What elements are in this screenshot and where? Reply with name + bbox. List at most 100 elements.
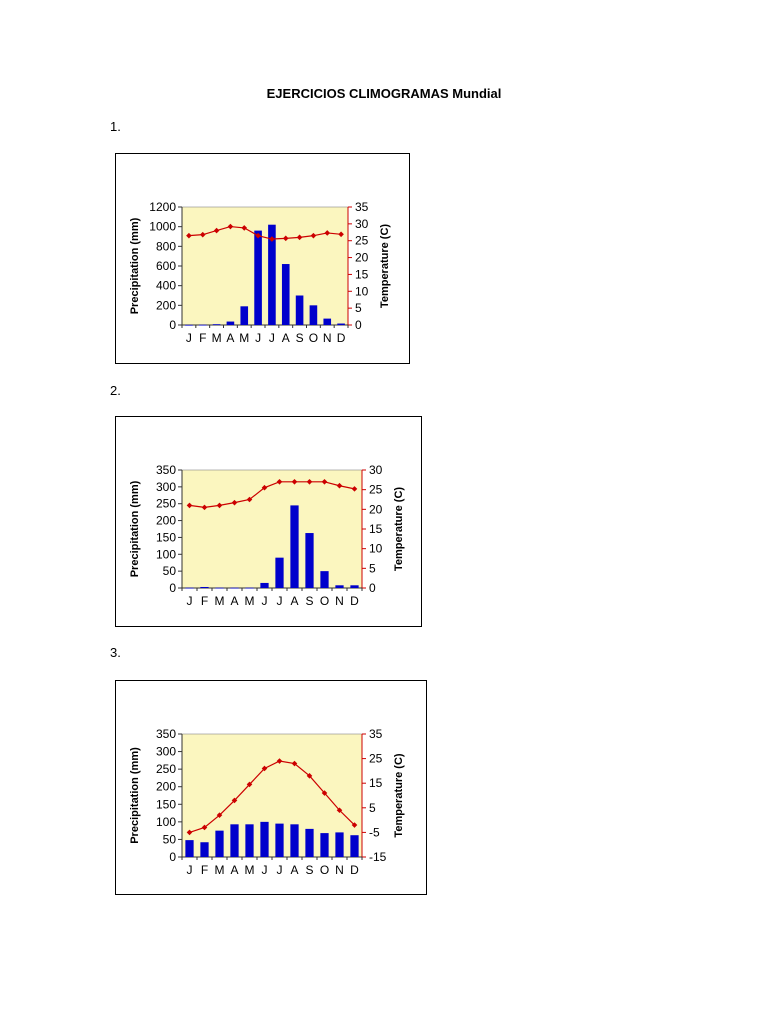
exercise-number-3: 3.: [110, 645, 121, 660]
temperature-line: [189, 481, 355, 508]
climograph-2-frame: 0 50 100 150 200 250 300 350 0 5 10 15 20 25 30 J F M A M J J…: [115, 416, 422, 627]
month-label: J: [255, 331, 261, 345]
precipitation-bar: [337, 323, 345, 325]
precipitation-bar: [320, 571, 329, 588]
right-tick-label: 25: [369, 752, 383, 766]
month-label: N: [335, 863, 344, 877]
precipitation-bar: [305, 533, 314, 588]
temperature-point: [216, 502, 223, 509]
month-label: M: [215, 863, 225, 877]
temperature-point: [351, 822, 358, 828]
right-tick-label: 20: [369, 502, 383, 516]
right-tick-label: 35: [355, 200, 369, 214]
precipitation-bar: [185, 324, 193, 326]
month-label: S: [305, 863, 313, 877]
month-label: A: [230, 594, 238, 608]
month-label: S: [296, 331, 304, 345]
temperature-point: [291, 760, 298, 767]
right-tick-label: 5: [369, 561, 376, 575]
left-tick-label: 150: [156, 797, 176, 811]
plot-area: [181, 733, 363, 858]
precipitation-bar: [245, 824, 254, 857]
right-tick-label: 10: [369, 542, 383, 556]
temperature-point: [216, 812, 223, 818]
climograph-1-frame: 0 200 400 600 800 1000 1200 0 5 10 15 20 25 30 35 J F M A M…: [115, 153, 410, 364]
left-tick-label: 300: [156, 480, 176, 494]
precipitation-bar: [323, 318, 332, 325]
month-label: F: [199, 331, 206, 345]
temperature-point: [186, 829, 193, 836]
month-label: M: [212, 331, 222, 345]
right-tick-label: -15: [369, 850, 387, 864]
left-tick-label: 400: [156, 279, 176, 293]
plot-area: [181, 469, 363, 589]
precipitation-bar: [275, 823, 284, 857]
precipitation-bar: [198, 324, 207, 326]
month-label: S: [305, 594, 313, 608]
month-label: F: [201, 863, 208, 877]
left-tick-label: 250: [156, 497, 176, 511]
temperature-point: [186, 502, 193, 509]
right-tick-label: 15: [369, 522, 383, 536]
right-tick-label: 0: [355, 318, 362, 332]
precipitation-bar: [226, 321, 235, 325]
left-axis-title: Precipitation (mm): [129, 217, 141, 314]
precipitation-bar: [335, 585, 344, 588]
left-tick-label: 350: [156, 463, 176, 477]
left-tick-label: 1000: [149, 220, 176, 234]
temperature-point: [199, 231, 206, 238]
month-label: J: [187, 863, 193, 877]
right-tick-label: -5: [369, 825, 380, 839]
precipitation-bar: [200, 842, 209, 857]
month-label: A: [290, 863, 298, 877]
precipitation-bar: [240, 306, 249, 325]
temperature-point: [306, 773, 313, 779]
left-tick-label: 50: [163, 564, 177, 578]
temperature-point: [241, 225, 248, 231]
precipitation-bar: [305, 828, 314, 857]
exercise-number-2: 2.: [110, 383, 121, 398]
left-tick-label: 0: [169, 318, 176, 332]
month-label: N: [323, 331, 332, 345]
right-tick-label: 35: [369, 727, 383, 741]
temperature-point: [351, 486, 358, 492]
precipitation-bar: [290, 824, 299, 857]
temperature-point: [276, 758, 283, 764]
precipitation-bar: [260, 821, 269, 857]
month-label: J: [277, 594, 283, 608]
month-label: J: [262, 594, 268, 608]
precipitation-bar: [275, 557, 284, 588]
precipitation-bar: [200, 586, 209, 588]
left-tick-label: 200: [156, 514, 176, 528]
right-tick-label: 30: [355, 217, 369, 231]
precipitation-bar: [268, 224, 276, 325]
right-axis-title: Temperature (C): [393, 753, 405, 837]
document-title: EJERCICIOS CLIMOGRAMAS Mundial: [266, 86, 502, 101]
right-tick-label: 5: [369, 801, 376, 815]
precipitation-bar: [335, 832, 344, 857]
temperature-point: [246, 781, 253, 788]
month-label: M: [239, 331, 249, 345]
left-tick-label: 150: [156, 530, 176, 544]
plot-area: [181, 206, 349, 326]
precipitation-bar: [254, 230, 262, 325]
precipitation-bar: [350, 585, 359, 588]
temperature-point: [201, 504, 208, 511]
month-label: N: [335, 594, 344, 608]
temperature-line: [189, 760, 355, 833]
temperature-point: [231, 797, 238, 804]
precipitation-bar: [185, 587, 194, 589]
month-label: D: [350, 594, 359, 608]
left-tick-label: 100: [156, 547, 176, 561]
left-tick-label: 100: [156, 815, 176, 829]
right-tick-label: 20: [355, 251, 369, 265]
month-label: D: [350, 863, 359, 877]
month-label: A: [282, 331, 290, 345]
precipitation-bar: [215, 830, 224, 857]
right-tick-label: 10: [355, 284, 369, 298]
precipitation-bar: [295, 295, 304, 325]
right-tick-label: 15: [355, 267, 369, 281]
